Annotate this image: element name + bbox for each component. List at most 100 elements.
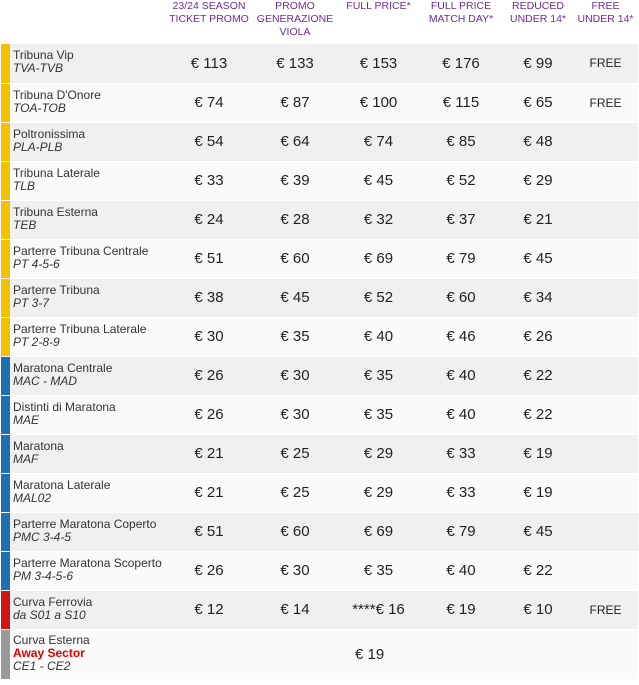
price-full-price-match-day: € 33 [419, 473, 503, 512]
table-row: Tribuna Vip TVA-TVB € 113 € 133 € 153 € 176 € … [1, 44, 638, 83]
price-promo-generazione-viola: € 28 [252, 200, 338, 239]
price-full-price-match-day: € 85 [419, 122, 503, 161]
price-promo-generazione-viola: € 45 [252, 278, 338, 317]
price-promo-generazione-viola: € 64 [252, 122, 338, 161]
price-reduced-under-14: € 22 [503, 356, 573, 395]
price-season-ticket-promo: € 21 [166, 434, 252, 473]
sector-name: Parterre Maratona Scoperto [13, 555, 162, 570]
price-free-under-14 [573, 434, 638, 473]
sector-name: Poltronissima [13, 126, 86, 141]
sector-cell: Parterre Tribuna Centrale PT 4-5-6 [1, 239, 166, 278]
sector-color-bar [1, 122, 10, 161]
sector-cell: Parterre Tribuna PT 3-7 [1, 278, 166, 317]
price-promo-generazione-viola: € 25 [252, 434, 338, 473]
price-reduced-under-14: € 22 [503, 395, 573, 434]
sector-name: Tribuna Esterna [13, 204, 98, 219]
price-season-ticket-promo: € 113 [166, 44, 252, 83]
price-full-price-match-day: € 40 [419, 356, 503, 395]
price-full-price: € 100 [338, 83, 419, 122]
price-season-ticket-promo: € 54 [166, 122, 252, 161]
price-table-header: 23/24 SEASON TICKET PROMO PROMO GENERAZI… [1, 0, 638, 44]
sector-name: Distinti di Maratona [13, 399, 116, 414]
sector-color-bar [1, 239, 10, 278]
price-promo-generazione-viola: € 25 [252, 473, 338, 512]
header-reduced-under-14: REDUCED UNDER 14* [509, 0, 567, 25]
table-row: Tribuna D'Onore TOA-TOB € 74 € 87 € 100 € 115… [1, 83, 638, 122]
price-free-under-14 [573, 512, 638, 551]
table-row: Tribuna Laterale TLB € 33 € 39 € 45 € 52 € 29 [1, 161, 638, 200]
sector-name: Curva Esterna [13, 632, 90, 647]
price-reduced-under-14: € 29 [503, 161, 573, 200]
price-full-price: € 52 [338, 278, 419, 317]
sector-color-bar [1, 44, 10, 83]
price-full-price: € 45 [338, 161, 419, 200]
sector-code: TEB [13, 217, 37, 232]
sector-name: Parterre Maratona Coperto [13, 516, 157, 531]
sector-code: TOA-TOB [13, 100, 66, 115]
sector-code: PT 2-8-9 [13, 334, 60, 349]
sector-code: PLA-PLB [13, 139, 63, 154]
sector-name: Parterre Tribuna Laterale [13, 321, 147, 336]
header-free-under-14: FREE UNDER 14* [577, 0, 634, 25]
price-season-ticket-promo: € 38 [166, 278, 252, 317]
sector-code: CE1 - CE2 [13, 658, 71, 673]
sector-cell: Tribuna Esterna TEB [1, 200, 166, 239]
sector-cell: Maratona Laterale MAL02 [1, 473, 166, 512]
table-row: Maratona Centrale MAC - MAD € 26 € 30 € 35 € … [1, 356, 638, 395]
sector-code: PM 3-4-5-6 [13, 568, 74, 583]
table-row: Maratona MAF € 21 € 25 € 29 € 33 € 19 [1, 434, 638, 473]
sector-color-bar [1, 473, 10, 512]
price-promo-generazione-viola: € 14 [252, 590, 338, 629]
price-full-price: ****€ 16 [338, 590, 419, 629]
price-free-under-14 [573, 239, 638, 278]
price-reduced-under-14: € 99 [503, 44, 573, 83]
price-reduced-under-14: € 10 [503, 590, 573, 629]
price-free-under-14 [573, 200, 638, 239]
price-reduced-under-14: € 21 [503, 200, 573, 239]
price-full-price: € 29 [338, 473, 419, 512]
sector-code: PT 3-7 [13, 295, 50, 310]
price-reduced-under-14: € 19 [503, 473, 573, 512]
sector-color-bar [1, 629, 10, 679]
price-season-ticket-promo: € 51 [166, 512, 252, 551]
price-free-under-14: FREE [573, 44, 638, 83]
away-sector-label: Away Sector [13, 645, 85, 660]
price-promo-generazione-viola: € 39 [252, 161, 338, 200]
price-full-price-match-day: € 60 [419, 278, 503, 317]
price-free-under-14 [573, 551, 638, 590]
price-season-ticket-promo: € 26 [166, 395, 252, 434]
sector-code: MAF [13, 451, 39, 466]
table-row: Parterre Maratona Coperto PMC 3-4-5 € 51 € … [1, 512, 638, 551]
sector-cell: Tribuna Vip TVA-TVB [1, 44, 166, 83]
price-full-price: € 35 [338, 551, 419, 590]
sector-name: Tribuna Vip [13, 48, 74, 62]
price-single: € 19 [166, 629, 638, 679]
price-reduced-under-14: € 34 [503, 278, 573, 317]
price-free-under-14 [573, 278, 638, 317]
table-row: Curva Ferrovia da S01 a S10 € 12 € 14 ****€ … [1, 590, 638, 629]
price-full-price-match-day: € 40 [419, 395, 503, 434]
sector-color-bar [1, 83, 10, 122]
sector-name: Tribuna Laterale [13, 165, 100, 180]
price-full-price-match-day: € 115 [419, 83, 503, 122]
sector-cell: Poltronissima PLA-PLB [1, 122, 166, 161]
sector-name: Maratona Laterale [13, 477, 111, 492]
price-free-under-14 [573, 356, 638, 395]
price-season-ticket-promo: € 12 [166, 590, 252, 629]
price-season-ticket-promo: € 51 [166, 239, 252, 278]
price-promo-generazione-viola: € 87 [252, 83, 338, 122]
table-row: Tribuna Esterna TEB € 24 € 28 € 32 € 37 € 21 [1, 200, 638, 239]
table-row: Distinti di Maratona MAE € 26 € 30 € 35 € 40 €… [1, 395, 638, 434]
price-season-ticket-promo: € 26 [166, 356, 252, 395]
sector-cell: Tribuna Laterale TLB [1, 161, 166, 200]
price-full-price-match-day: € 79 [419, 512, 503, 551]
sector-cell: Maratona MAF [1, 434, 166, 473]
price-free-under-14: FREE [573, 590, 638, 629]
sector-code: TVA-TVB [13, 61, 64, 75]
price-reduced-under-14: € 19 [503, 434, 573, 473]
price-free-under-14 [573, 122, 638, 161]
sector-cell: Curva Ferrovia da S01 a S10 [1, 590, 166, 629]
table-row: Parterre Tribuna Laterale PT 2-8-9 € 30 € 3… [1, 317, 638, 356]
